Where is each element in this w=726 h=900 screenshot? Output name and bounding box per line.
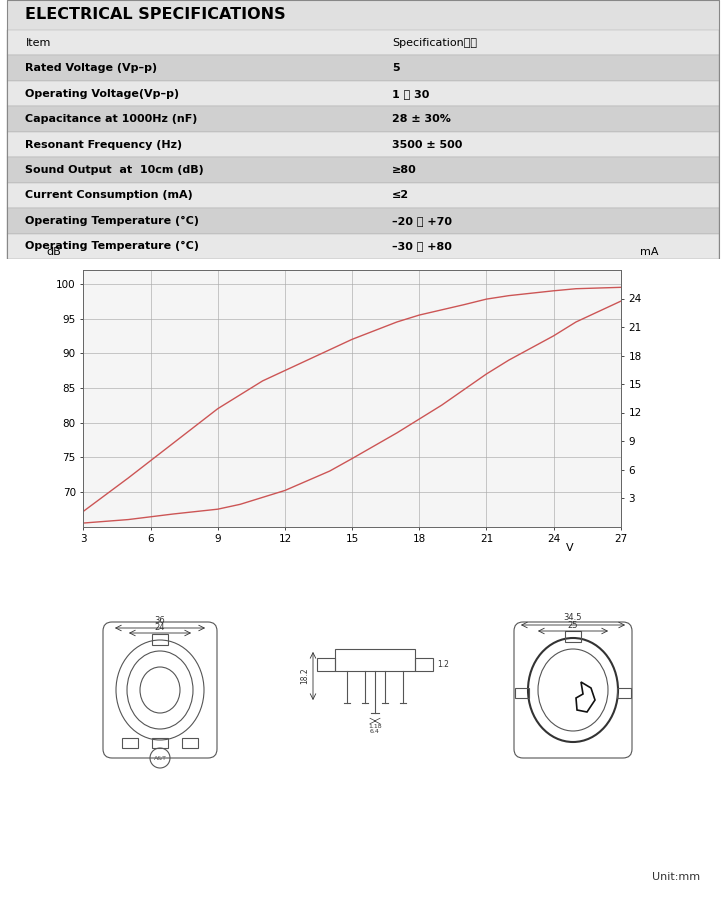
Text: 28 ± 30%: 28 ± 30%: [392, 114, 451, 124]
FancyBboxPatch shape: [7, 234, 719, 259]
Text: Capacitance at 1000Hz (nF): Capacitance at 1000Hz (nF): [25, 114, 197, 124]
Text: 34.5: 34.5: [564, 613, 582, 622]
Text: Operating Temperature (°C): Operating Temperature (°C): [25, 216, 200, 226]
Text: Rated Voltage (Vp–p): Rated Voltage (Vp–p): [25, 63, 158, 73]
FancyBboxPatch shape: [7, 158, 719, 183]
Text: 24: 24: [155, 623, 166, 632]
FancyBboxPatch shape: [7, 183, 719, 208]
Text: Operating Temperature (°C): Operating Temperature (°C): [25, 241, 200, 251]
FancyBboxPatch shape: [7, 30, 719, 55]
Text: 36: 36: [155, 616, 166, 625]
Text: –20 ～ +70: –20 ～ +70: [392, 216, 452, 226]
Text: Item: Item: [25, 38, 51, 48]
Text: ELECTRICAL SPECIFICATIONS: ELECTRICAL SPECIFICATIONS: [25, 7, 286, 22]
Text: ≤2: ≤2: [392, 191, 409, 201]
Text: ≥80: ≥80: [392, 165, 417, 175]
Text: Unit:mm: Unit:mm: [652, 872, 700, 882]
FancyBboxPatch shape: [7, 208, 719, 234]
Text: A&T: A&T: [153, 755, 166, 760]
Text: 1.2: 1.2: [437, 660, 449, 669]
Text: Sound Output  at  10cm (dB): Sound Output at 10cm (dB): [25, 165, 204, 175]
Text: 1 ～ 30: 1 ～ 30: [392, 88, 429, 98]
Text: Current Consumption (mA): Current Consumption (mA): [25, 191, 193, 201]
FancyBboxPatch shape: [7, 131, 719, 158]
Text: –30 ～ +80: –30 ～ +80: [392, 241, 452, 251]
FancyBboxPatch shape: [7, 106, 719, 131]
Text: 18.2: 18.2: [300, 668, 309, 684]
Text: Specification规格: Specification规格: [392, 38, 477, 48]
Text: 1.18: 1.18: [368, 724, 382, 729]
Text: Operating Voltage(Vp–p): Operating Voltage(Vp–p): [25, 88, 179, 98]
FancyBboxPatch shape: [7, 55, 719, 81]
Text: mA: mA: [640, 248, 658, 257]
Text: 5: 5: [392, 63, 400, 73]
Text: dB: dB: [46, 248, 61, 257]
Text: V: V: [566, 544, 573, 554]
Text: 6.4: 6.4: [370, 729, 380, 734]
Text: 25: 25: [568, 620, 578, 629]
Text: 3500 ± 500: 3500 ± 500: [392, 140, 462, 149]
Text: Resonant Frequency (Hz): Resonant Frequency (Hz): [25, 140, 182, 149]
FancyBboxPatch shape: [7, 0, 719, 30]
FancyBboxPatch shape: [7, 81, 719, 106]
